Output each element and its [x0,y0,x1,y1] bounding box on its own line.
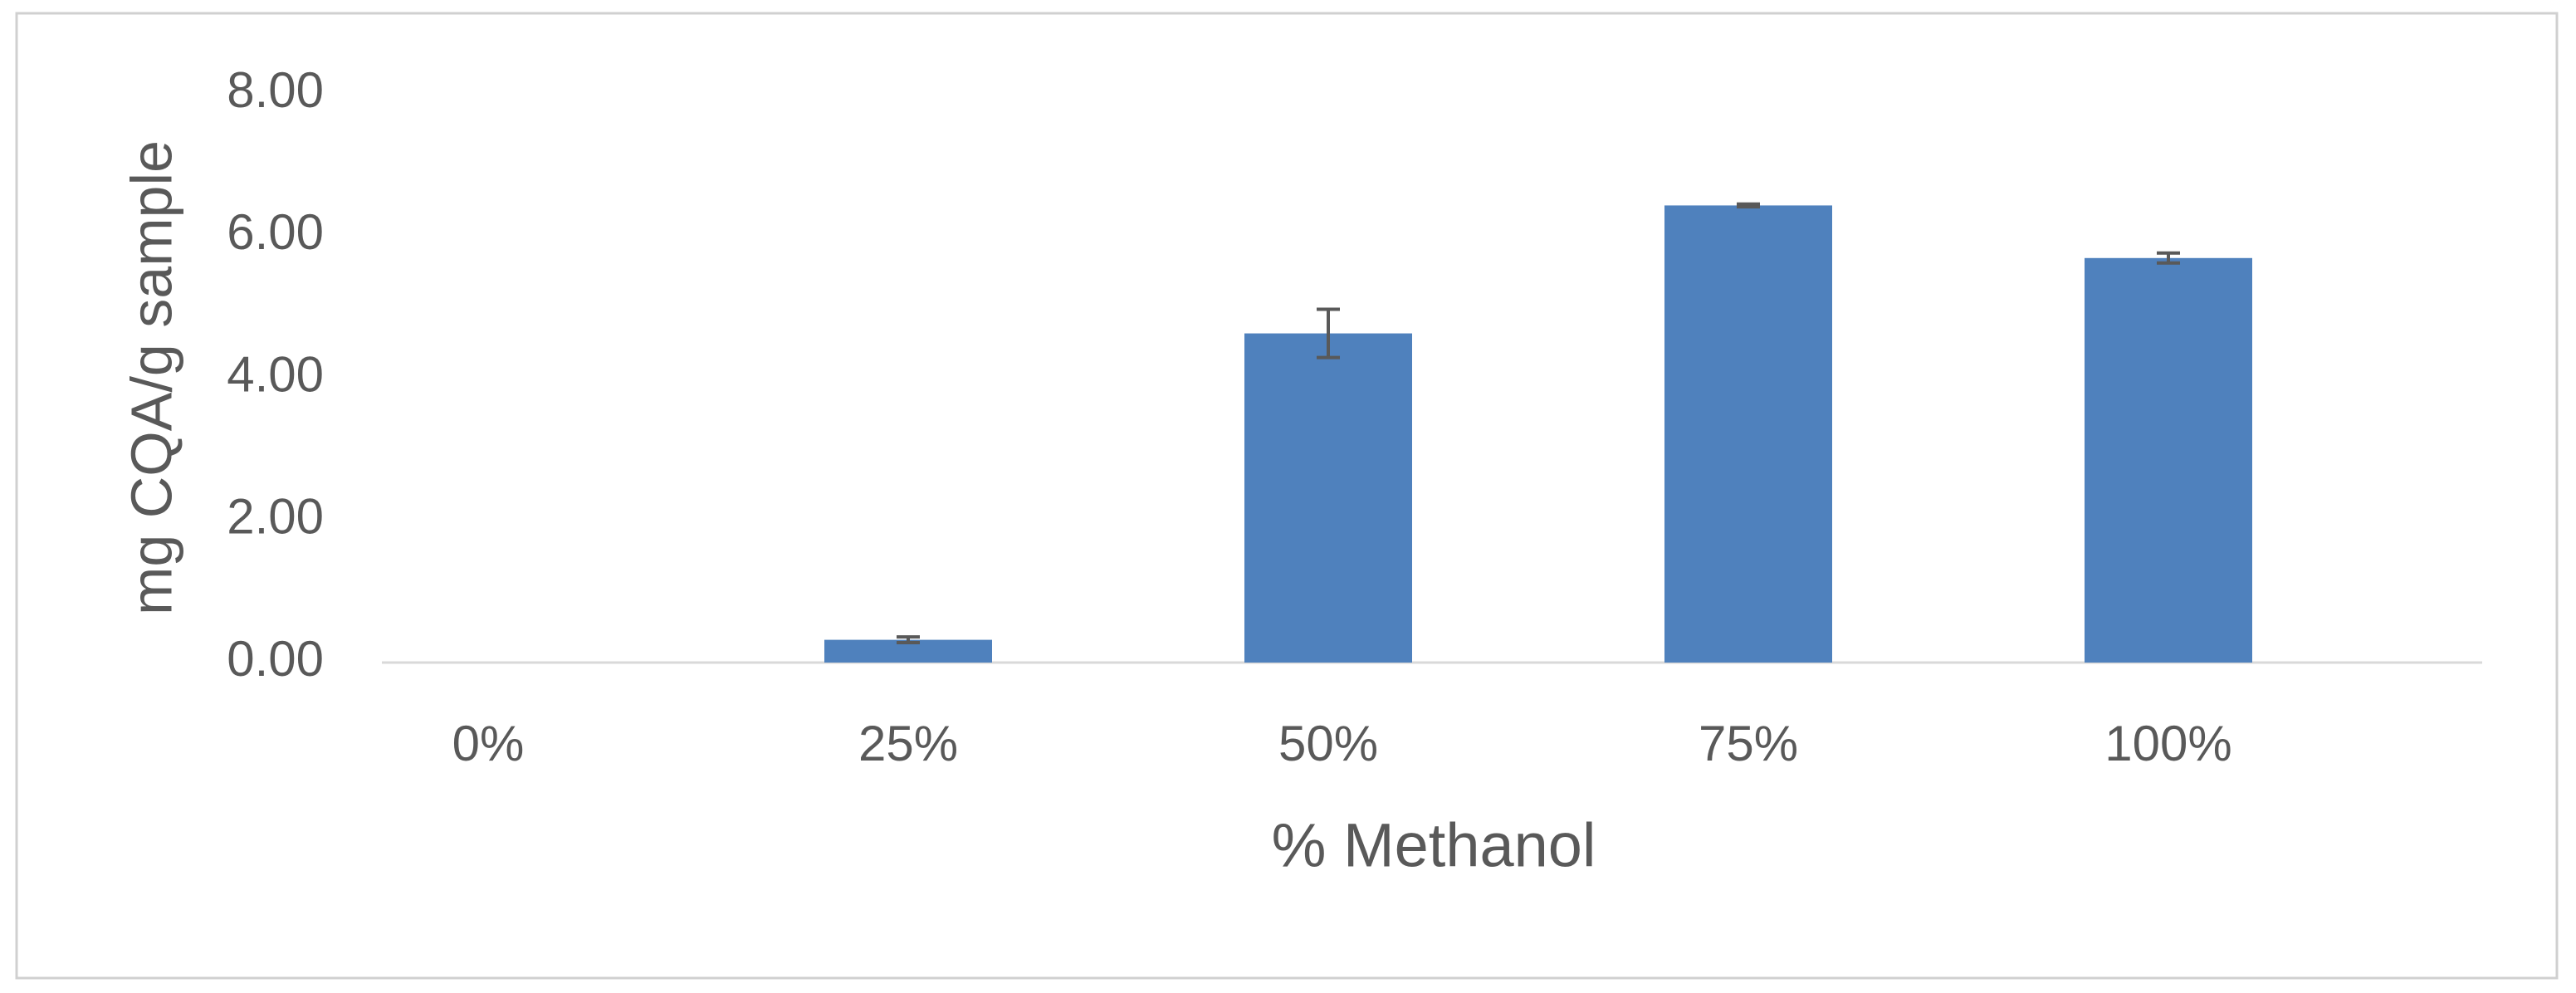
y-tick-label: 0.00 [227,631,324,687]
error-bar [1317,307,1340,360]
bar [1244,333,1412,663]
y-tick-label: 8.00 [227,62,324,118]
x-tick-label: 25% [858,716,958,771]
y-axis-title: mg CQA/g sample [119,140,183,615]
error-bar [1737,202,1760,209]
y-tick-label: 6.00 [227,204,324,260]
y-tick-label: 4.00 [227,346,324,402]
y-tick-label: 2.00 [227,489,324,545]
x-tick-label: 75% [1699,716,1798,771]
x-tick-label: 0% [452,716,525,771]
bar [2085,257,2252,663]
error-bar [2157,251,2180,265]
error-bar [897,635,920,645]
x-axis-title: % Methanol [1272,811,1596,880]
x-tick-label: 50% [1278,716,1378,771]
bar [1664,205,1832,663]
x-tick-label: 100% [2104,716,2231,771]
